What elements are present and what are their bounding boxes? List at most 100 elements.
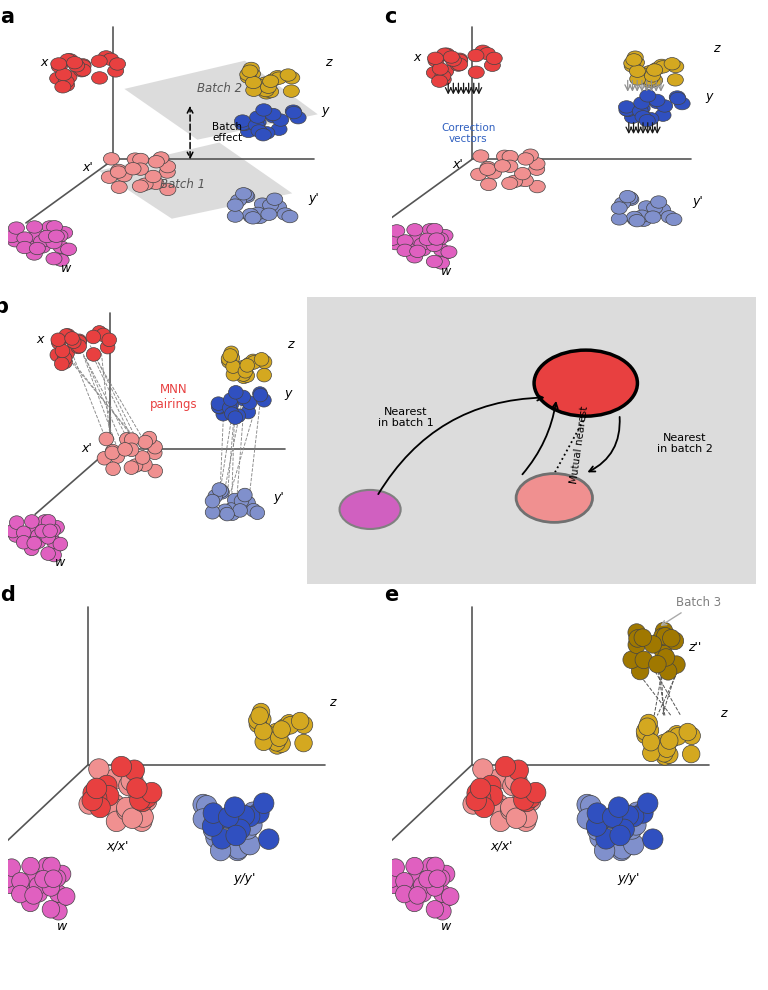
Text: x: x	[36, 333, 44, 346]
Circle shape	[655, 622, 673, 640]
Circle shape	[90, 797, 111, 818]
Circle shape	[627, 211, 643, 224]
Circle shape	[52, 230, 68, 242]
Circle shape	[16, 526, 31, 540]
Circle shape	[55, 345, 70, 357]
Circle shape	[105, 446, 120, 459]
Circle shape	[50, 72, 66, 84]
Circle shape	[618, 101, 634, 113]
Circle shape	[137, 787, 157, 808]
Circle shape	[50, 521, 65, 535]
Circle shape	[58, 351, 72, 365]
Circle shape	[214, 484, 229, 498]
Circle shape	[419, 870, 436, 888]
Circle shape	[490, 799, 511, 820]
Circle shape	[481, 775, 501, 796]
Circle shape	[632, 105, 648, 118]
Circle shape	[86, 778, 107, 799]
Circle shape	[642, 73, 658, 85]
Circle shape	[208, 489, 223, 503]
Circle shape	[663, 630, 680, 647]
Circle shape	[263, 75, 279, 87]
Circle shape	[35, 525, 49, 538]
Circle shape	[83, 783, 104, 804]
Circle shape	[286, 106, 302, 119]
Circle shape	[212, 829, 232, 849]
Circle shape	[639, 115, 655, 127]
Circle shape	[228, 839, 249, 859]
Circle shape	[106, 462, 121, 475]
Circle shape	[48, 869, 66, 887]
Circle shape	[53, 241, 69, 253]
Circle shape	[596, 829, 616, 849]
Circle shape	[106, 799, 127, 820]
Circle shape	[435, 73, 452, 86]
Circle shape	[211, 400, 226, 414]
Circle shape	[138, 436, 153, 448]
Circle shape	[437, 48, 452, 60]
Circle shape	[124, 460, 139, 474]
Circle shape	[512, 173, 528, 186]
Circle shape	[132, 163, 148, 175]
Circle shape	[473, 149, 489, 162]
Circle shape	[51, 336, 66, 349]
Circle shape	[602, 808, 623, 829]
Circle shape	[111, 181, 127, 193]
Circle shape	[683, 745, 700, 763]
Circle shape	[99, 433, 114, 446]
Circle shape	[117, 797, 137, 818]
Circle shape	[644, 69, 660, 82]
Circle shape	[467, 783, 488, 804]
Circle shape	[640, 90, 656, 102]
Circle shape	[521, 787, 541, 808]
Circle shape	[622, 192, 638, 204]
Circle shape	[642, 734, 660, 751]
Circle shape	[647, 737, 665, 754]
Circle shape	[655, 109, 671, 122]
Circle shape	[242, 815, 262, 836]
Circle shape	[145, 170, 161, 183]
Circle shape	[29, 243, 45, 254]
Circle shape	[227, 841, 248, 860]
Circle shape	[132, 180, 148, 192]
Circle shape	[147, 446, 162, 459]
Circle shape	[406, 250, 422, 263]
Circle shape	[634, 67, 650, 80]
Circle shape	[501, 800, 521, 821]
Circle shape	[631, 662, 649, 680]
Circle shape	[237, 488, 252, 502]
Circle shape	[249, 712, 266, 729]
Circle shape	[240, 68, 256, 81]
Circle shape	[257, 355, 272, 369]
Circle shape	[26, 524, 41, 538]
Circle shape	[22, 894, 39, 912]
Circle shape	[50, 348, 65, 361]
Circle shape	[650, 196, 667, 208]
Circle shape	[470, 778, 491, 799]
Circle shape	[223, 348, 237, 362]
Circle shape	[247, 503, 261, 517]
Circle shape	[244, 67, 260, 80]
Circle shape	[212, 483, 227, 496]
Circle shape	[437, 865, 455, 883]
Circle shape	[45, 870, 62, 888]
Circle shape	[644, 636, 662, 653]
Circle shape	[108, 64, 124, 77]
Circle shape	[621, 835, 641, 854]
Circle shape	[38, 515, 52, 529]
Circle shape	[634, 102, 650, 115]
Circle shape	[35, 241, 51, 253]
Circle shape	[75, 64, 91, 76]
Circle shape	[452, 54, 468, 66]
Circle shape	[655, 735, 673, 751]
Circle shape	[611, 841, 632, 860]
Circle shape	[217, 504, 232, 518]
Circle shape	[654, 628, 671, 645]
Circle shape	[414, 884, 432, 902]
Circle shape	[240, 71, 257, 83]
Text: x: x	[413, 50, 421, 63]
Polygon shape	[124, 60, 318, 140]
Circle shape	[260, 726, 277, 743]
Circle shape	[427, 857, 444, 875]
Circle shape	[121, 770, 141, 791]
